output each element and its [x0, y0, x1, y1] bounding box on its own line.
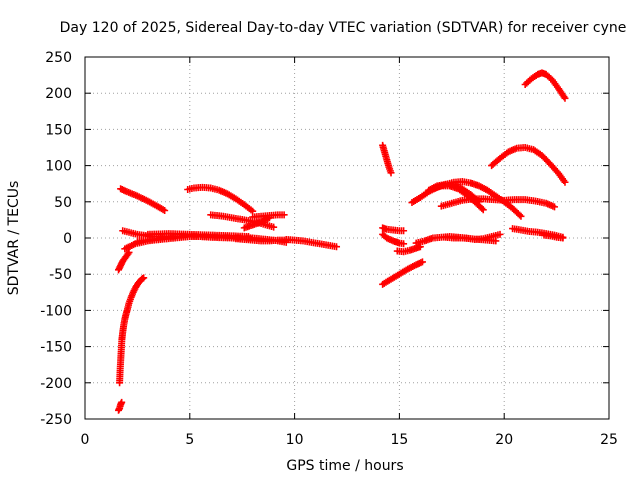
- data-point: [400, 227, 408, 235]
- y-tick-label: 100: [45, 159, 72, 175]
- data-point: [492, 237, 500, 245]
- data-point: [333, 243, 341, 251]
- data-series: [488, 144, 569, 186]
- data-series: [521, 69, 569, 102]
- data-point: [270, 223, 278, 231]
- x-tick-label: 25: [600, 432, 618, 448]
- data-point: [479, 206, 487, 214]
- data-point: [118, 398, 126, 406]
- data-series: [184, 183, 257, 215]
- chart-title: Day 120 of 2025, Sidereal Day-to-day VTE…: [60, 20, 627, 36]
- x-tick-label: 10: [286, 432, 304, 448]
- data-series: [115, 248, 133, 274]
- data-point: [387, 169, 395, 177]
- data-point: [280, 211, 288, 219]
- x-tick-label: 0: [81, 432, 90, 448]
- data-series: [115, 398, 126, 414]
- data-series: [540, 231, 567, 242]
- plot-frame: [84, 56, 610, 420]
- data-series: [116, 274, 148, 387]
- x-axis-label: GPS time / hours: [286, 458, 403, 474]
- data-point: [517, 212, 525, 220]
- y-tick-label: 150: [45, 122, 72, 138]
- x-tick-label: 20: [495, 432, 513, 448]
- data-point: [561, 94, 569, 102]
- data-series: [249, 211, 288, 221]
- data-series: [437, 195, 559, 211]
- data-point: [124, 250, 132, 258]
- y-tick-label: 50: [54, 195, 72, 211]
- data-point: [551, 203, 559, 211]
- y-tick-label: -100: [40, 303, 72, 319]
- data-series: [117, 185, 169, 214]
- y-tick-label: 0: [63, 231, 72, 247]
- data-series: [393, 243, 424, 256]
- x-tick-label: 5: [185, 432, 194, 448]
- data-point: [418, 258, 426, 266]
- data-point: [140, 274, 148, 282]
- y-tick-label: -200: [40, 376, 72, 392]
- data-series: [379, 141, 395, 177]
- data-series: [232, 235, 290, 245]
- data-series: [379, 224, 408, 235]
- data-series: [379, 230, 408, 248]
- data-point: [561, 178, 569, 186]
- y-tick-label: -150: [40, 340, 72, 356]
- data-points: [115, 69, 569, 414]
- data-point: [478, 204, 486, 212]
- data-point: [496, 230, 504, 238]
- y-tick-label: 200: [45, 86, 72, 102]
- y-tick-label: -50: [49, 267, 72, 283]
- x-tick-label: 15: [390, 432, 408, 448]
- data-series: [379, 258, 426, 288]
- data-point: [516, 211, 524, 219]
- y-axis-label: SDTVAR / TECUs: [6, 181, 22, 296]
- y-tick-label: -250: [40, 412, 72, 428]
- data-series: [442, 233, 500, 245]
- data-point: [161, 206, 169, 214]
- data-series: [282, 235, 341, 251]
- data-point: [559, 234, 567, 242]
- y-tick-label: 250: [45, 50, 72, 66]
- data-point: [400, 240, 408, 248]
